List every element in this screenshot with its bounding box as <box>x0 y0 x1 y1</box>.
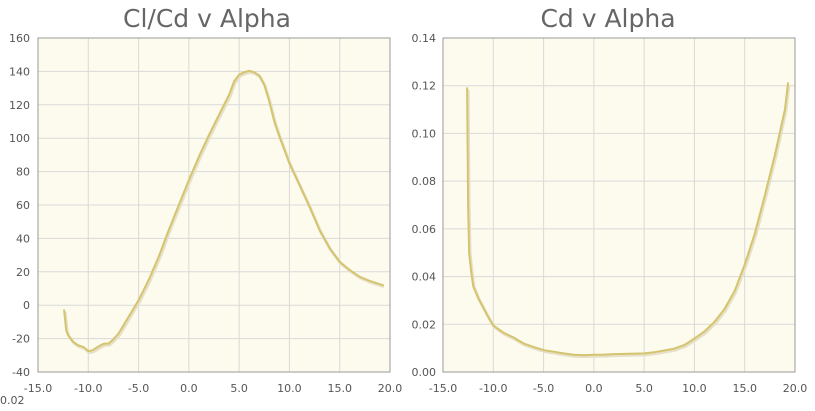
y-tick-label: 0.06 <box>412 223 437 236</box>
y-tick-label: 120 <box>9 99 30 112</box>
x-tick-label: -15.0 <box>429 382 457 395</box>
y-tick-label: 0.14 <box>412 32 437 45</box>
plot-frame <box>442 37 796 373</box>
x-tick-label: -10.0 <box>74 382 102 395</box>
series-line <box>466 82 789 357</box>
chart-title: Cl/Cd v Alpha <box>123 4 291 33</box>
y-tick-label: 140 <box>9 65 30 78</box>
y-tick-label: 100 <box>9 132 30 145</box>
x-tick-label: -15.0 <box>24 382 52 395</box>
x-tick-label: 0.0 <box>585 382 603 395</box>
x-tick-label: 10.0 <box>277 382 302 395</box>
x-tick-label: 10.0 <box>682 382 707 395</box>
plot-area <box>443 38 795 372</box>
y-tick-label: 0.02 <box>412 318 437 331</box>
x-tick-label: 5.0 <box>230 382 248 395</box>
x-tick-label: 15.0 <box>732 382 757 395</box>
y-tick-label: 0.04 <box>412 271 437 284</box>
x-tick-label: 20.0 <box>783 382 808 395</box>
y-tick-label: -20 <box>12 333 30 346</box>
x-tick-label: 0.0 <box>180 382 198 395</box>
chart-title: Cd v Alpha <box>540 4 675 33</box>
y-tick-label: 0.10 <box>412 127 437 140</box>
y-tick-label: 0.08 <box>412 175 437 188</box>
y-tick-label: 60 <box>16 199 30 212</box>
y-tick-label: -40 <box>12 366 30 379</box>
plot-frame <box>37 37 391 373</box>
y-tick-label: 0.12 <box>412 80 437 93</box>
series-line <box>63 69 384 353</box>
y-tick-label: 80 <box>16 166 30 179</box>
y-tick-label: 0 <box>23 299 30 312</box>
chart-clcd-v-alpha: Cl/Cd v Alpha -40 -20 0 20 40 60 80 100 120 140 160… <box>9 4 402 395</box>
x-tick-label: 20.0 <box>378 382 403 395</box>
x-tick-label: -5.0 <box>533 382 554 395</box>
y-tick-label: 0.00 <box>412 366 437 379</box>
x-tick-label: -10.0 <box>479 382 507 395</box>
y-tick-label: 20 <box>16 266 30 279</box>
y-tick-label: 160 <box>9 32 30 45</box>
chart-cd-v-alpha: Cd v Alpha 0.00 0.02 0.04 0.06 0.08 0.10 0.12 0.… <box>412 4 808 395</box>
y-tick-label: 40 <box>16 232 30 245</box>
x-tick-label: 5.0 <box>635 382 653 395</box>
x-tick-label: 15.0 <box>327 382 352 395</box>
x-tick-label: -5.0 <box>128 382 149 395</box>
stray-axis-label: 0.02 <box>0 394 25 407</box>
